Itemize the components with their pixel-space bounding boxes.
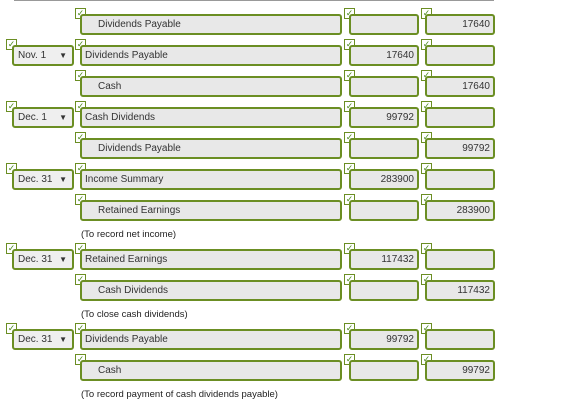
account-field[interactable]: Cash Dividends [80, 107, 342, 128]
check-icon: ✓ [6, 163, 17, 174]
credit-field[interactable]: 99792 [425, 360, 495, 381]
credit-field[interactable]: 17640 [425, 76, 495, 97]
date-value: Nov. 1 [18, 50, 47, 61]
account-field[interactable]: Cash Dividends [80, 280, 342, 301]
account-field[interactable]: Retained Earnings [80, 200, 342, 221]
date-select[interactable]: Dec. 1 ▼ [12, 107, 74, 128]
check-icon: ✓ [6, 101, 17, 112]
chevron-down-icon: ▼ [59, 335, 67, 344]
account-field[interactable]: Dividends Payable [80, 45, 342, 66]
account-field[interactable]: Dividends Payable [80, 329, 342, 350]
debit-field[interactable] [349, 76, 419, 97]
chevron-down-icon: ▼ [59, 175, 67, 184]
check-icon: ✓ [6, 39, 17, 50]
account-field[interactable]: Dividends Payable [80, 14, 342, 35]
credit-field[interactable]: 117432 [425, 280, 495, 301]
credit-field[interactable]: 283900 [425, 200, 495, 221]
credit-field[interactable] [425, 329, 495, 350]
account-field[interactable]: Dividends Payable [80, 138, 342, 159]
date-select[interactable]: Dec. 31 ▼ [12, 329, 74, 350]
credit-field[interactable]: 99792 [425, 138, 495, 159]
account-field[interactable]: Cash [80, 76, 342, 97]
account-field[interactable]: Retained Earnings [80, 249, 342, 270]
debit-field[interactable] [349, 280, 419, 301]
date-select[interactable]: Dec. 31 ▼ [12, 169, 74, 190]
credit-field[interactable]: 17640 [425, 14, 495, 35]
chevron-down-icon: ▼ [59, 255, 67, 264]
credit-field[interactable] [425, 45, 495, 66]
debit-field[interactable] [349, 14, 419, 35]
debit-field[interactable]: 17640 [349, 45, 419, 66]
check-icon: ✓ [6, 323, 17, 334]
credit-field[interactable] [425, 169, 495, 190]
chevron-down-icon: ▼ [59, 51, 67, 60]
top-divider [14, 0, 494, 1]
date-value: Dec. 31 [18, 334, 53, 345]
debit-field[interactable] [349, 360, 419, 381]
entry-explanation: (To record net income) [81, 229, 177, 240]
debit-field[interactable]: 283900 [349, 169, 419, 190]
debit-field[interactable]: 99792 [349, 107, 419, 128]
entry-explanation: (To record payment of cash dividends pay… [81, 389, 278, 400]
account-field[interactable]: Income Summary [80, 169, 342, 190]
debit-field[interactable] [349, 200, 419, 221]
date-value: Dec. 31 [18, 254, 53, 265]
date-value: Dec. 31 [18, 174, 53, 185]
debit-field[interactable]: 117432 [349, 249, 419, 270]
credit-field[interactable] [425, 249, 495, 270]
credit-field[interactable] [425, 107, 495, 128]
check-icon: ✓ [6, 243, 17, 254]
date-select[interactable]: Nov. 1 ▼ [12, 45, 74, 66]
debit-field[interactable]: 99792 [349, 329, 419, 350]
chevron-down-icon: ▼ [59, 113, 67, 122]
entry-explanation: (To close cash dividends) [81, 309, 188, 320]
account-field[interactable]: Cash [80, 360, 342, 381]
debit-field[interactable] [349, 138, 419, 159]
date-select[interactable]: Dec. 31 ▼ [12, 249, 74, 270]
date-value: Dec. 1 [18, 112, 47, 123]
